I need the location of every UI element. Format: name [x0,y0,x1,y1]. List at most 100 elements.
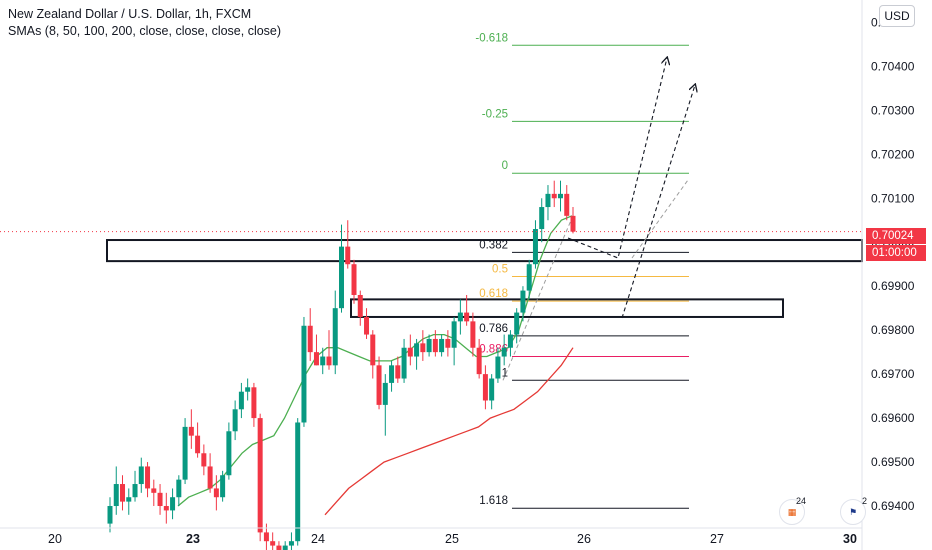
candle [407,334,413,366]
candle-body [364,316,370,335]
candle-body [539,207,545,230]
candle-body [451,321,457,348]
candle-body [526,264,532,291]
price-tick-label: 0.69700 [871,367,915,381]
candle [557,180,563,212]
candle [113,466,119,515]
candle [107,497,113,533]
candle [489,374,495,410]
candle-body [257,418,263,533]
candle-body [545,193,551,208]
candle [351,259,357,304]
candle-body [301,325,307,423]
candle [238,382,244,419]
candle [382,374,388,436]
candle-body [351,264,357,295]
candle [332,290,338,375]
time-tick-label: 24 [311,532,325,546]
candle [370,330,376,379]
candle [157,484,163,515]
candle [551,180,557,208]
events-badge-a[interactable]: ▦ 24 [779,496,806,525]
candle-body [120,484,126,502]
candle-body [464,312,470,322]
fib-level-label: 0 [502,160,508,172]
candle-body [226,431,232,476]
candle [414,338,420,370]
candle [526,259,532,300]
candle-body [420,343,426,353]
candle [213,475,219,511]
candle [301,316,307,427]
candle-body [176,479,182,498]
fib-level-label: 0.618 [479,288,508,300]
candle [232,400,238,441]
fib-level-label: 1.618 [479,495,508,507]
candle [288,532,294,550]
candle-body [389,365,395,383]
candle-body [251,387,257,419]
candle-body [170,497,176,511]
candle [326,330,332,370]
candle [520,286,526,322]
candle-body [426,338,432,353]
candle [545,185,551,221]
candle [220,470,226,502]
candle-body [213,488,219,498]
candle [170,488,176,520]
candle-body [332,308,338,366]
candle [426,334,432,357]
time-tick-label: 23 [186,532,200,546]
candle-body [570,215,576,232]
candle [507,330,513,357]
currency-button[interactable]: USD [879,5,915,27]
support-resistance-zones [106,239,863,318]
candle [145,462,151,498]
candle-body [382,382,388,405]
candle [395,356,401,383]
candle-body [151,488,157,493]
fibonacci-retracement: -0.618 -0.25 0 0.382 0.5 0.618 0.786 0.886 1 1.61… [475,32,689,509]
candle-body [557,193,563,199]
candle [257,413,263,542]
fib-level-label: 0.886 [479,344,508,356]
candle-body [220,475,226,498]
candle [226,422,232,480]
fib-trend-line [502,217,573,381]
time-tick-label: 20 [48,532,62,546]
candle-body [457,312,463,322]
candle [307,308,313,361]
candle-body [476,347,482,375]
events-count-a: 24 [795,496,806,506]
chart-legend: New Zealand Dollar / U.S. Dollar, 1h, FX… [8,6,281,40]
time-axis: 20 23 24 25 26 27 30 [48,532,857,546]
candle-body [113,484,119,507]
candle [201,444,207,476]
candle-body [339,246,344,309]
candle [282,541,288,550]
price-tick-label: 0.70200 [871,147,915,161]
candle-body [207,466,213,489]
candle [276,541,282,550]
candle-body [401,347,407,379]
candle-body [276,545,282,550]
events-badge-b[interactable]: ⚑ 2 [840,496,867,525]
candle-body [313,352,319,366]
candle [251,382,257,427]
candle-body [532,229,538,265]
price-tick-label: 0.69500 [871,455,915,469]
candle [295,418,301,546]
time-tick-label: 25 [445,532,459,546]
candle-body [182,426,188,480]
candle-body [188,426,194,436]
time-tick-label: 26 [577,532,591,546]
candle-body [395,365,401,379]
candle [188,409,194,449]
candle [432,330,438,357]
candle [389,360,395,392]
candle-body [414,343,420,357]
candle-body [263,532,269,542]
projection-arrows [567,58,695,319]
